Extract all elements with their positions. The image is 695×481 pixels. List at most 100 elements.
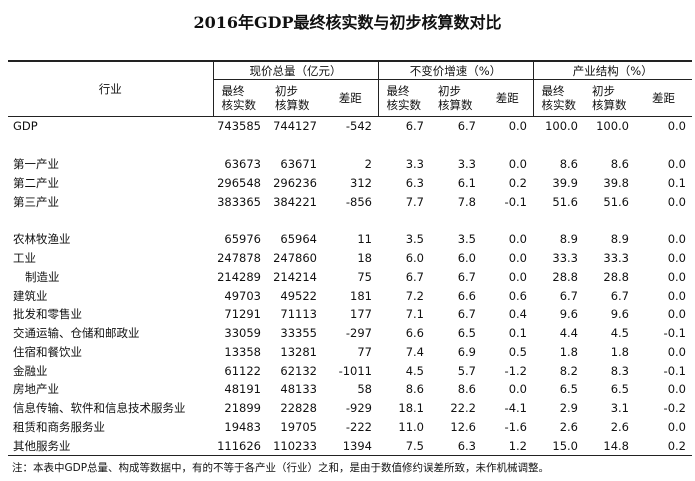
value-cell: 8.3 [610,363,629,378]
value-cell: 65976 [224,232,261,247]
value-cell: 0.0 [667,194,686,209]
value-cell: 1.8 [610,344,629,359]
value-cell: 12.6 [450,419,476,434]
table-row: 农林牧渔业 65976 65964 11 3.5 3.5 0.0 8.9 8.9 0.0 [8,230,692,249]
value-cell: 49522 [280,288,317,303]
value-cell: 3.1 [610,401,629,416]
value-cell: 6.3 [430,436,482,457]
value-cell: -542 [345,119,372,134]
value-cell: 6.7 [405,119,424,134]
value-cell: 6.7 [405,269,424,284]
table-row: 租赁和商务服务业 19483 19705 -222 11.0 12.6 -1.6 2.6 2.6… [8,418,692,437]
value-cell: 19483 [224,419,261,434]
value-cell: 7.7 [405,194,424,209]
value-cell: 0.0 [667,269,686,284]
value-cell: 214289 [217,269,261,284]
group-current-price-header: 现价总量（亿元） [212,60,378,80]
value-cell: 296236 [273,175,317,190]
value-cell: 383365 [217,194,261,209]
industry-name-cell: 第二产业 [13,175,59,190]
industry-name-cell: 第三产业 [13,194,59,209]
value-cell: 0.1 [667,175,686,190]
table-row: 住宿和餐饮业 13358 13281 77 7.4 6.9 0.5 1.8 1.8 0.0 [8,343,692,362]
value-cell: 0.0 [667,119,686,134]
value-cell: 7.1 [405,307,424,322]
value-cell: 296548 [217,175,261,190]
value-cell: 4.5 [610,326,629,341]
table-row: 第一产业 63673 63671 2 3.3 3.3 0.0 8.6 8.6 0.0 [8,155,692,174]
value-cell: 6.7 [559,288,578,303]
value-cell: 0.0 [508,119,527,134]
value-cell: 33.3 [552,251,578,266]
value-cell: 8.6 [405,382,424,397]
value-cell: 100.0 [596,119,629,134]
value-cell: 0.4 [508,307,527,322]
value-cell: 33059 [224,326,261,341]
value-cell: 111626 [213,436,267,457]
table-row: 工业 247878 247860 18 6.0 6.0 0.0 33.3 33.3 0.0 [8,249,692,268]
value-cell: 18 [357,251,372,266]
value-cell: 2.6 [559,419,578,434]
value-cell: 8.9 [559,232,578,247]
value-cell: -0.2 [663,401,686,416]
value-cell: 7.2 [405,288,424,303]
value-cell: 247878 [217,251,261,266]
value-cell: 744127 [273,119,317,134]
value-cell: 22.2 [450,401,476,416]
value-cell: 28.8 [603,269,629,284]
value-cell: 21899 [224,401,261,416]
value-cell: 0.0 [667,382,686,397]
value-cell: 2.9 [559,401,578,416]
value-cell: -4.1 [504,401,527,416]
industry-name-cell: 信息传输、软件和信息技术服务业 [13,401,186,416]
value-cell: 3.5 [405,232,424,247]
table-row: 第二产业 296548 296236 312 6.3 6.1 0.2 39.9 39.8 0.1 [8,174,692,193]
value-cell: 6.7 [457,119,476,134]
industry-name-cell: 金融业 [13,363,48,378]
value-cell: 11.0 [398,419,424,434]
value-cell: 9.6 [559,307,578,322]
group-growth-header: 不变价增速（%） [377,60,533,80]
value-cell: -856 [345,194,372,209]
value-cell: 100.0 [545,119,578,134]
table-row: 其他服务业 111626 110233 1394 7.5 6.3 1.2 15.0 14.8 0.… [8,436,692,457]
value-cell: 13281 [280,344,317,359]
final-header: 最终 核实数 [377,79,430,117]
value-cell: -222 [345,419,372,434]
value-cell: 6.7 [457,307,476,322]
value-cell: 0.0 [667,419,686,434]
industry-name-cell: GDP [13,119,38,134]
value-cell: 18.1 [398,401,424,416]
value-cell: 0.0 [667,344,686,359]
diff-header: 差距 [635,79,692,117]
value-cell: 8.6 [457,382,476,397]
final-header: 最终 核实数 [532,79,584,117]
value-cell: 6.5 [610,382,629,397]
value-cell: 6.3 [405,175,424,190]
value-cell: 51.6 [603,194,629,209]
table-row: 第三产业 383365 384221 -856 7.7 7.8 -0.1 51.6 51.6 0.… [8,192,692,211]
value-cell: 14.8 [584,436,635,457]
value-cell: -1.6 [504,419,527,434]
value-cell: 8.6 [559,157,578,172]
table-row: 房地产业 48191 48133 58 8.6 8.6 0.0 6.5 6.5 0.0 [8,380,692,399]
value-cell: 75 [357,269,372,284]
value-cell: -0.1 [663,363,686,378]
table-row: GDP 743585 744127 -542 6.7 6.7 0.0 100.0 100.0 0.… [8,117,692,136]
table-row: 建筑业 49703 49522 181 7.2 6.6 0.6 6.7 6.7 0.0 [8,286,692,305]
industry-name-cell: 其他服务业 [8,436,213,457]
value-cell: 6.0 [405,251,424,266]
value-cell: 71113 [280,307,317,322]
value-cell: 2 [364,157,372,172]
prelim-header: 初步 核算数 [584,79,635,117]
table-row: 制造业 214289 214214 75 6.7 6.7 0.0 28.8 28.8 0.0 [8,268,692,287]
prelim-header: 初步 核算数 [267,79,323,117]
industry-name-cell: 制造业 [25,269,60,284]
value-cell: 15.0 [533,436,584,457]
value-cell: 63671 [280,157,317,172]
industry-name-cell: 第一产业 [13,157,59,172]
value-cell: 28.8 [552,269,578,284]
value-cell: 62132 [280,363,317,378]
value-cell: 6.0 [457,251,476,266]
value-cell: -297 [345,326,372,341]
